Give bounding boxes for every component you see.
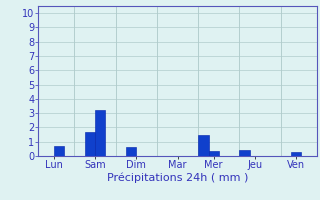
Bar	[54, 146, 64, 156]
Bar	[209, 151, 219, 156]
Bar	[126, 147, 136, 156]
Bar	[85, 132, 95, 156]
Bar	[198, 135, 209, 156]
Bar	[239, 150, 250, 156]
X-axis label: Précipitations 24h ( mm ): Précipitations 24h ( mm )	[107, 173, 248, 183]
Bar	[95, 110, 105, 156]
Bar	[291, 152, 301, 156]
